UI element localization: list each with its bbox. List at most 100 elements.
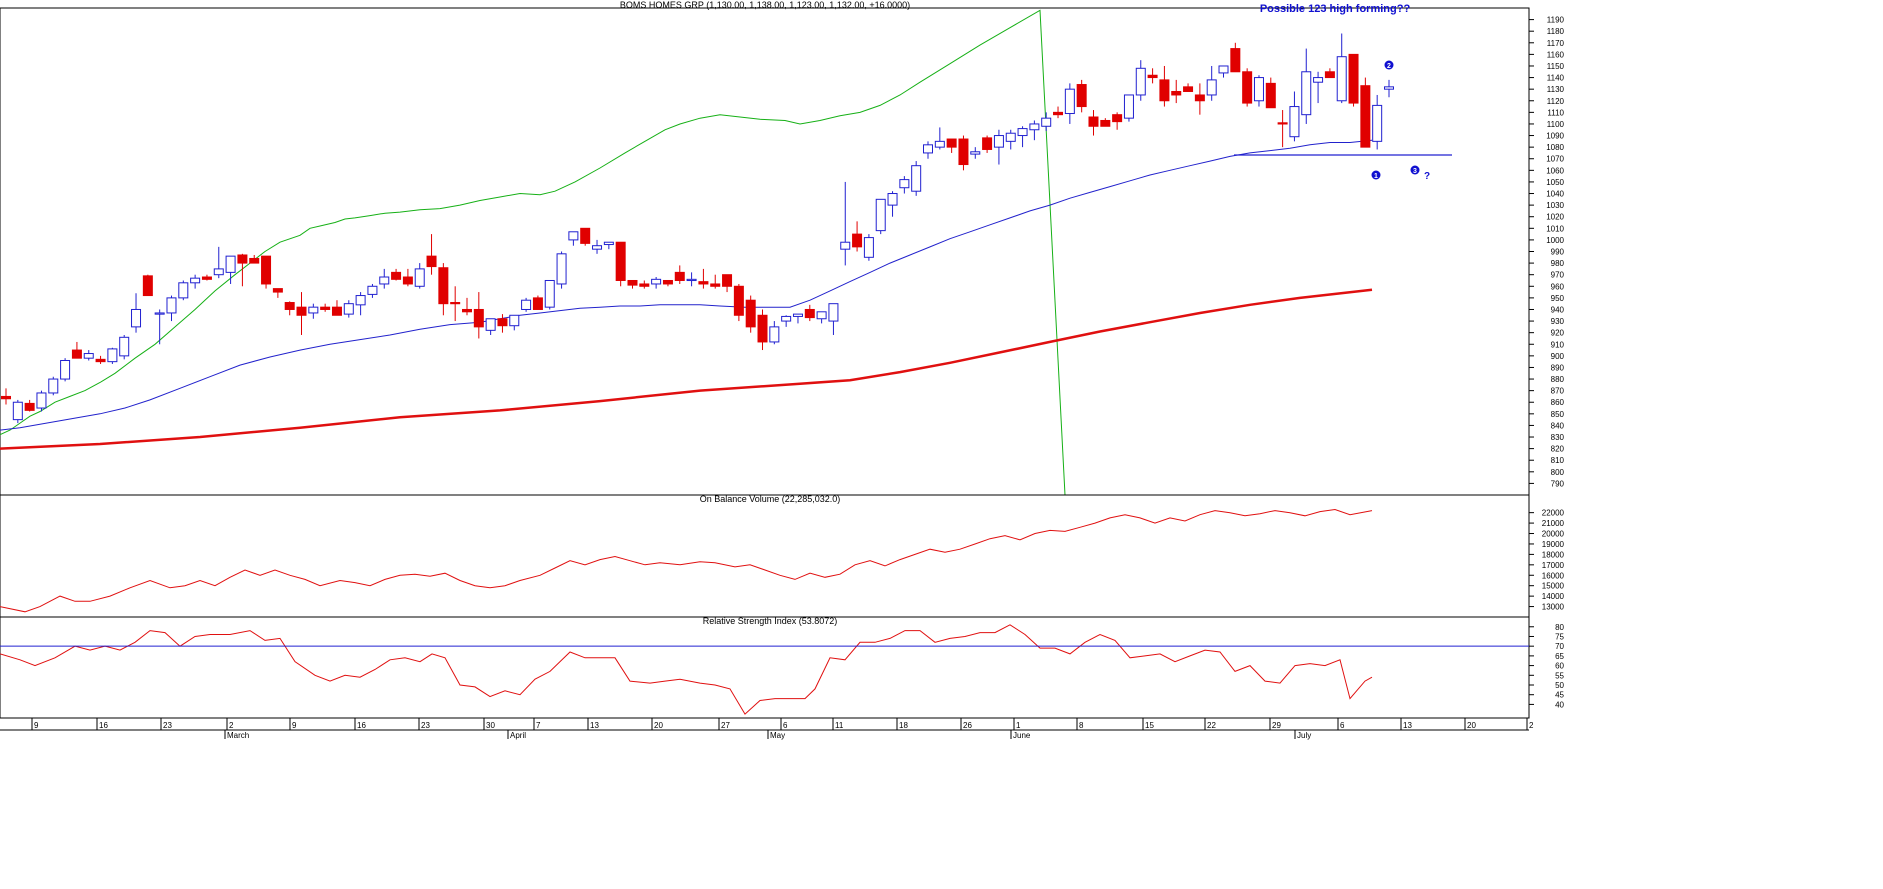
candle-body [863, 237, 874, 258]
candle-body [532, 297, 543, 310]
candle-body [887, 193, 898, 206]
price-y-tick-label: 1170 [1547, 39, 1565, 48]
price-y-tick-label: 900 [1551, 352, 1565, 361]
price-y-tick-label: 990 [1551, 248, 1565, 257]
candle-body [1005, 132, 1016, 142]
price-y-tick-label: 1080 [1546, 143, 1564, 152]
obv-panel: On Balance Volume (22,285,032.0) 13000 14… [0, 494, 1565, 618]
price-y-tick-label: 820 [1551, 445, 1565, 454]
price-panel-border [0, 7, 1530, 496]
candle-body [201, 276, 212, 280]
candle-body [1100, 119, 1111, 127]
candle-body [875, 198, 886, 232]
price-y-tick-label: 1040 [1546, 190, 1564, 199]
candle-body [426, 255, 437, 268]
rsi-title: Relative Strength Index (53.8072) [703, 616, 838, 626]
rsi-y-tick-label: 75 [1555, 632, 1564, 641]
candle-body [414, 268, 425, 287]
price-y-tick-label: 1030 [1546, 201, 1564, 210]
mark-two-label: 2 [1387, 63, 1391, 70]
rsi-panel: Relative Strength Index (53.8072) 404550… [0, 616, 1565, 719]
candle-body [438, 267, 449, 305]
candle-body [982, 137, 993, 150]
candle-body [993, 135, 1004, 148]
obv-y-tick-label: 22000 [1542, 509, 1565, 518]
obv-y-tick-label: 15000 [1542, 582, 1565, 591]
candle-body [1041, 117, 1052, 127]
candle-body [320, 306, 331, 310]
price-y-tick-label: 1020 [1546, 213, 1564, 222]
candle-body [225, 255, 236, 273]
date-tick-label: 16 [99, 721, 108, 730]
candle-body [379, 276, 390, 285]
candle-body [1183, 86, 1194, 92]
obv-y-tick-label: 21000 [1542, 519, 1565, 528]
candle-body [923, 144, 933, 154]
candle-body [119, 336, 130, 357]
candle-body [781, 315, 792, 322]
candle-body [154, 312, 165, 315]
date-tick-label: 23 [421, 721, 430, 730]
rsi-y-tick-label: 65 [1555, 652, 1564, 661]
candle-body [521, 299, 532, 310]
date-tick-label: 20 [654, 721, 663, 730]
candle-body [296, 306, 307, 316]
candle-body [840, 241, 851, 250]
candle-body [142, 275, 153, 297]
price-y-tick-label: 810 [1551, 456, 1565, 465]
candle-body [686, 278, 697, 282]
date-tick-label: 16 [357, 721, 366, 730]
candle-body [651, 278, 662, 285]
candle-body [958, 138, 969, 166]
candle-body [71, 349, 82, 359]
candle-body [213, 268, 224, 276]
candle-body [1194, 94, 1205, 102]
candle-body [852, 233, 863, 248]
price-y-tick-label: 1180 [1547, 27, 1565, 36]
series-line [0, 139, 1373, 431]
mark-three-icon [1410, 165, 1420, 175]
obv-y-tick-label: 19000 [1542, 540, 1565, 549]
candle-body [83, 353, 94, 359]
obv-panel-border [0, 494, 1530, 618]
price-y-tick-label: 800 [1551, 468, 1565, 477]
price-y-tick-label: 1010 [1546, 224, 1564, 233]
candle-body [710, 283, 721, 287]
candle-body [544, 279, 555, 308]
date-tick-label: 26 [963, 721, 972, 730]
mark-three-label: 3 [1413, 168, 1417, 175]
month-label: April [510, 731, 526, 740]
candle-body [828, 303, 839, 322]
candle-body [970, 151, 981, 155]
candle-body [308, 306, 319, 314]
series-line [0, 288, 1373, 450]
candle-body [1372, 104, 1383, 142]
date-tick-label: 18 [899, 721, 908, 730]
date-tick-label: 9 [34, 721, 39, 730]
date-tick-label: 23 [163, 721, 172, 730]
candle-body [804, 308, 815, 319]
rsi-y-tick-label: 60 [1555, 662, 1564, 671]
series-line [0, 508, 1373, 613]
candle-body [473, 308, 484, 328]
price-y-tick-label: 1160 [1547, 50, 1565, 59]
candle-body [911, 165, 922, 192]
candle-body [237, 254, 248, 264]
candle-body [1313, 77, 1324, 83]
candle-body [580, 227, 591, 244]
candle-body [698, 281, 709, 285]
obv-y-tick-label: 14000 [1542, 592, 1565, 601]
obv-y-tick-label: 20000 [1542, 530, 1565, 539]
date-tick-label: 9 [292, 721, 297, 730]
candle-body [462, 308, 472, 313]
obv-y-tick-label: 16000 [1542, 571, 1565, 580]
date-tick-label: 1 [1016, 721, 1021, 730]
candle-body [1135, 67, 1146, 96]
candle-body [284, 302, 295, 310]
candle-body [1171, 90, 1182, 96]
price-title: BOMS HOMES GRP (1,130.00, 1,138.00, 1,12… [620, 0, 910, 10]
mark-one-label: 1 [1374, 173, 1378, 180]
date-tick-label: 2 [1529, 721, 1534, 730]
price-axis: 790 800 810 820 830 840 850 860 870 880 890 900 910 9… [1529, 16, 1565, 488]
